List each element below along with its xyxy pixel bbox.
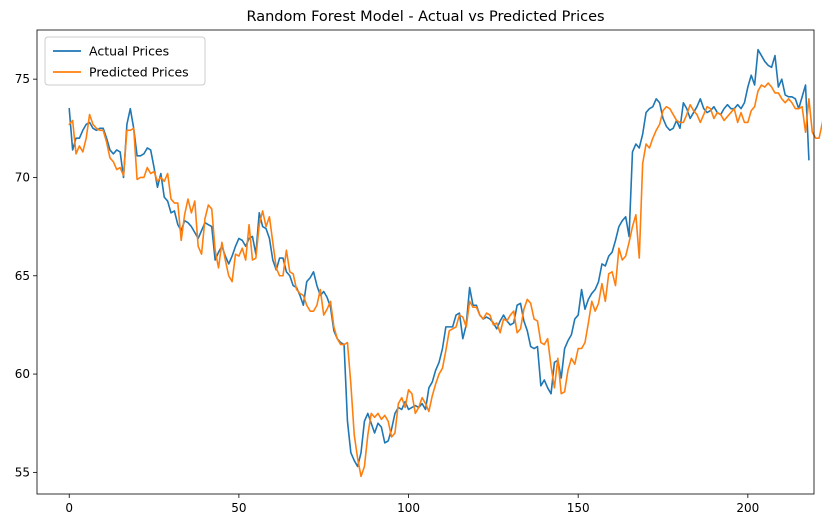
chart-title: Random Forest Model - Actual vs Predicte… — [246, 9, 604, 25]
y-tick-label: 65 — [15, 269, 30, 283]
legend-label: Predicted Prices — [89, 65, 189, 80]
legend-box — [44, 36, 206, 86]
axes-frame — [36, 29, 815, 495]
series-line-actual-prices — [68, 48, 810, 468]
x-tick-label: 50 — [231, 501, 246, 515]
x-tick-label: 100 — [397, 501, 420, 515]
plot-area — [36, 29, 822, 495]
axis-ticks: 0 50 100 150 200 55 60 65 70 75 — [15, 72, 760, 515]
y-tick-label: 75 — [15, 72, 30, 86]
y-tick-label: 70 — [15, 170, 30, 184]
legend-label: Actual Prices — [89, 44, 169, 59]
series-line-predicted-prices — [68, 82, 822, 478]
legend: Actual Prices Predicted Prices — [44, 36, 206, 86]
y-tick-label: 60 — [15, 367, 30, 381]
x-tick-label: 150 — [567, 501, 590, 515]
x-tick-label: 200 — [736, 501, 759, 515]
y-tick-label: 55 — [15, 465, 30, 479]
x-tick-label: 0 — [65, 501, 73, 515]
